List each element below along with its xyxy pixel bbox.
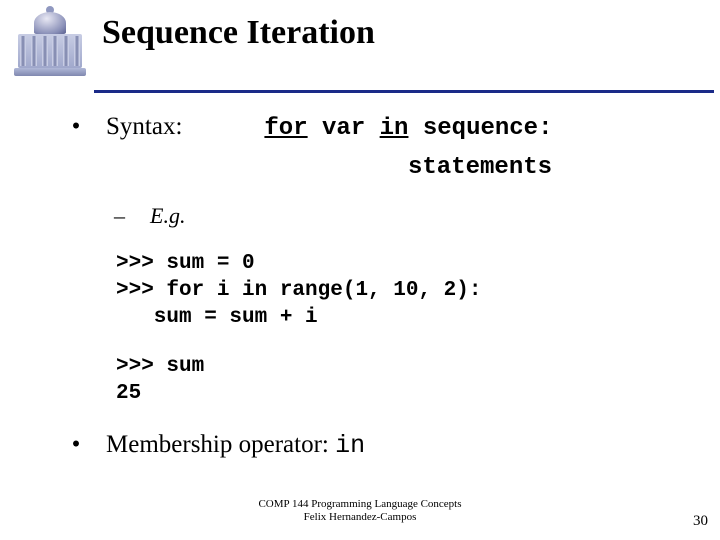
code-block-2: >>> sum 25 — [116, 354, 710, 408]
bullet-dot-icon: • — [68, 113, 84, 141]
bullet-syntax-label: Syntax: — [106, 113, 182, 141]
logo-base — [14, 68, 86, 76]
code-var: var — [308, 115, 380, 142]
bullet-dot-icon: • — [68, 431, 84, 459]
slide-title: Sequence Iteration — [96, 14, 720, 52]
membership-label: Membership operator: — [106, 431, 335, 458]
sub-bullet-eg: – E.g. — [114, 203, 710, 229]
code-block-1: >>> sum = 0 >>> for i in range(1, 10, 2)… — [116, 251, 710, 332]
page-number: 30 — [693, 513, 708, 530]
eg-label: E.g. — [150, 203, 185, 229]
slide-footer: COMP 144 Programming Language Concepts F… — [0, 498, 720, 524]
column — [52, 36, 58, 66]
column — [74, 36, 80, 66]
dome — [34, 12, 66, 34]
column — [31, 36, 37, 66]
footer-line-1: COMP 144 Programming Language Concepts — [0, 498, 720, 511]
syntax-code: for var in sequence: — [264, 115, 552, 142]
syntax-statements: statements — [408, 154, 710, 181]
column — [63, 36, 69, 66]
colonnade — [18, 34, 82, 68]
code-seq: sequence: — [408, 115, 552, 142]
slide-header: Sequence Iteration — [0, 0, 720, 80]
dash-icon: – — [114, 203, 130, 229]
unc-well-logo — [6, 10, 96, 80]
bullet-syntax: • Syntax: for var in sequence: — [68, 113, 710, 142]
slide-content: • Syntax: for var in sequence: statement… — [0, 93, 720, 460]
keyword-in: in — [380, 115, 409, 142]
keyword-for: for — [264, 115, 307, 142]
footer-line-2: Felix Hernandez-Campos — [0, 511, 720, 524]
column — [42, 36, 48, 66]
bullet-membership: • Membership operator: in — [68, 431, 710, 460]
column — [20, 36, 26, 66]
membership-text: Membership operator: in — [106, 431, 365, 460]
title-wrap: Sequence Iteration — [96, 10, 720, 52]
operator-in: in — [335, 431, 365, 460]
